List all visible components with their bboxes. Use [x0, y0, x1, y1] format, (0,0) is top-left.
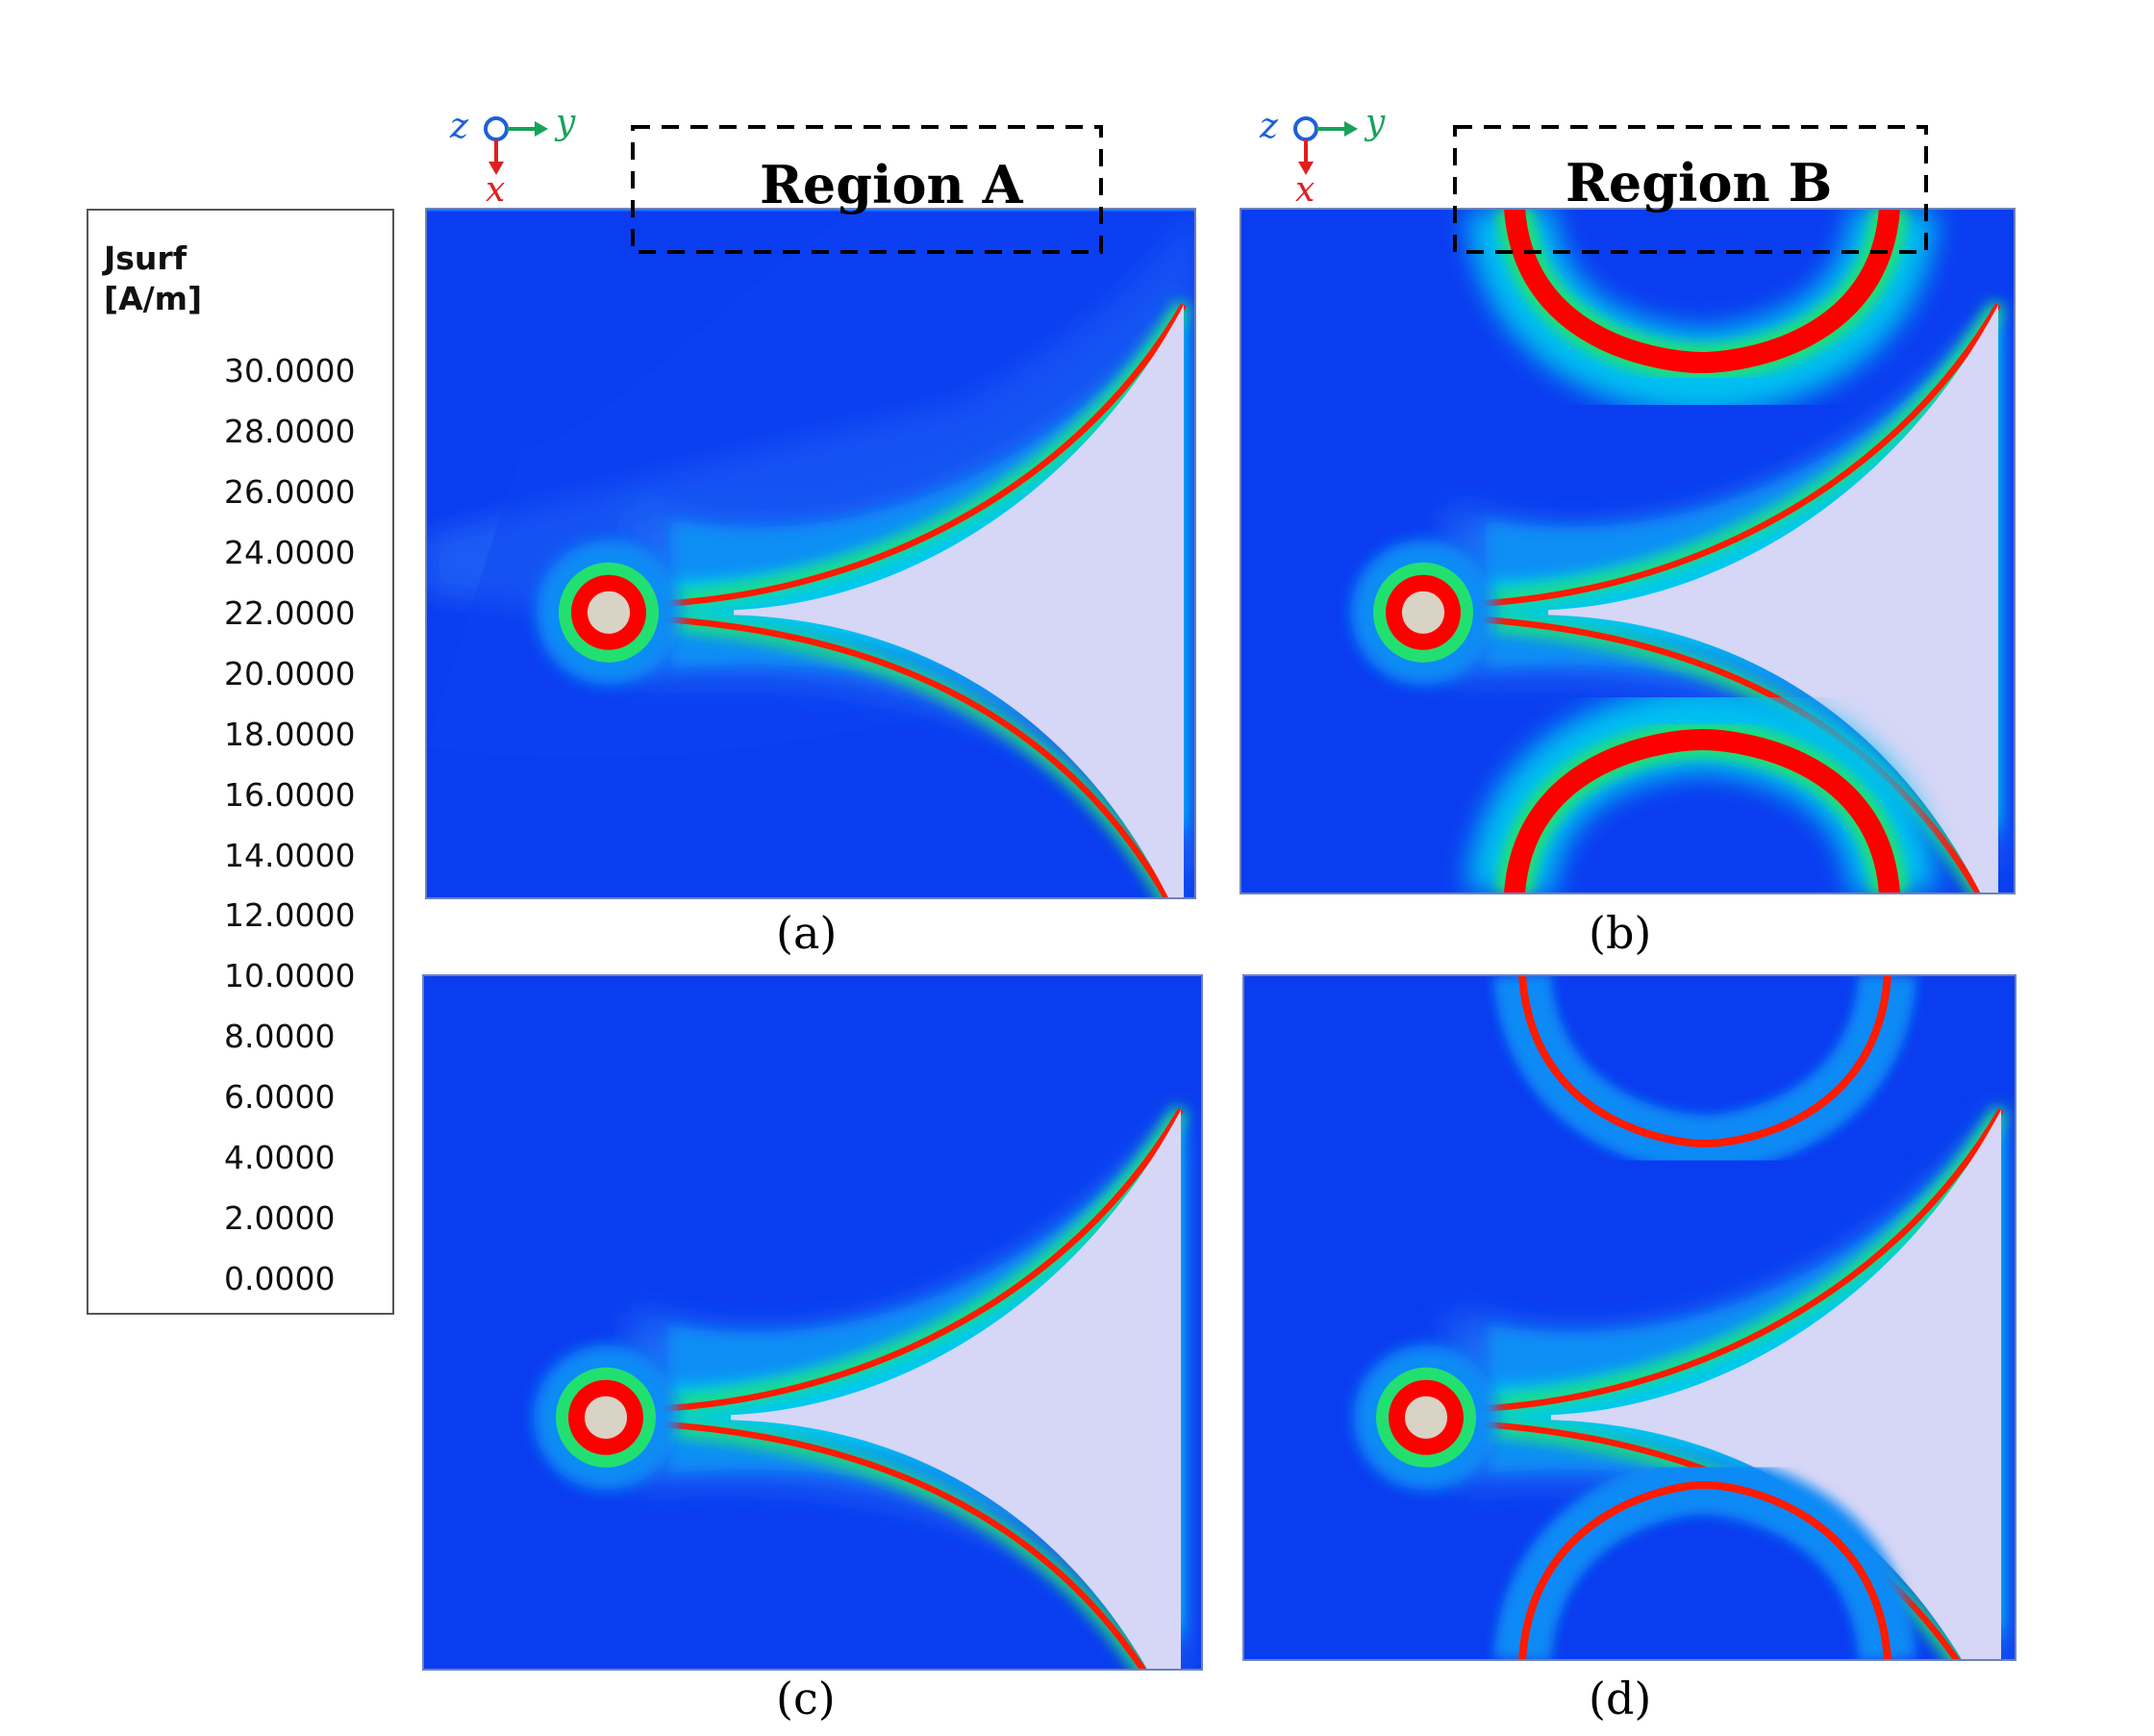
caption-b: (b) — [1589, 907, 1652, 959]
legend-tick-label: 26.0000 — [224, 472, 356, 511]
axis-x-label-a: x — [486, 170, 506, 210]
legend-tick-label: 10.0000 — [224, 957, 356, 995]
panel-c — [422, 974, 1203, 1671]
legend-frame — [87, 209, 394, 1315]
legend-tick-label: 28.0000 — [224, 412, 356, 450]
legend-title-unit: [A/m] — [104, 280, 203, 317]
legend-title-quantity: Jsurf — [104, 239, 188, 277]
legend-title: Jsurf [A/m] — [104, 239, 202, 319]
legend-tick-label: 24.0000 — [224, 533, 356, 571]
panel-d — [1242, 974, 2016, 1661]
axis-y-label-a: y — [556, 103, 576, 142]
axis-x-label-b: x — [1295, 170, 1315, 210]
axis-z-label-a: z — [450, 107, 468, 146]
caption-a: (a) — [776, 907, 838, 959]
legend-tick-label: 30.0000 — [224, 352, 356, 390]
region-a-box — [631, 125, 1103, 254]
legend-tick-label: 0.0000 — [224, 1260, 336, 1297]
legend-tick-label: 6.0000 — [224, 1078, 336, 1117]
region-b-label: Region B — [1565, 152, 1833, 214]
legend-tick-label: 2.0000 — [224, 1199, 336, 1238]
legend-tick-label: 18.0000 — [224, 715, 356, 753]
region-b-box — [1453, 125, 1928, 254]
caption-d: (d) — [1589, 1673, 1652, 1724]
legend-tick-label: 14.0000 — [224, 836, 356, 874]
legend-tick-label: 12.0000 — [224, 896, 356, 935]
axis-z-label-b: z — [1260, 107, 1278, 146]
panel-b — [1240, 208, 2016, 894]
panel-a — [425, 208, 1196, 899]
legend-tick-label: 22.0000 — [224, 593, 356, 632]
legend-tick-label: 8.0000 — [224, 1018, 336, 1056]
axis-y-label-b: y — [1365, 103, 1386, 142]
axis-triad-b — [1293, 116, 1358, 175]
region-a-label: Region A — [760, 154, 1023, 215]
legend-tick-label: 16.0000 — [224, 775, 356, 814]
axis-triad-a — [484, 116, 548, 175]
legend-tick-label: 20.0000 — [224, 654, 356, 692]
legend-tick-label: 4.0000 — [224, 1139, 336, 1177]
caption-c: (c) — [776, 1673, 836, 1724]
